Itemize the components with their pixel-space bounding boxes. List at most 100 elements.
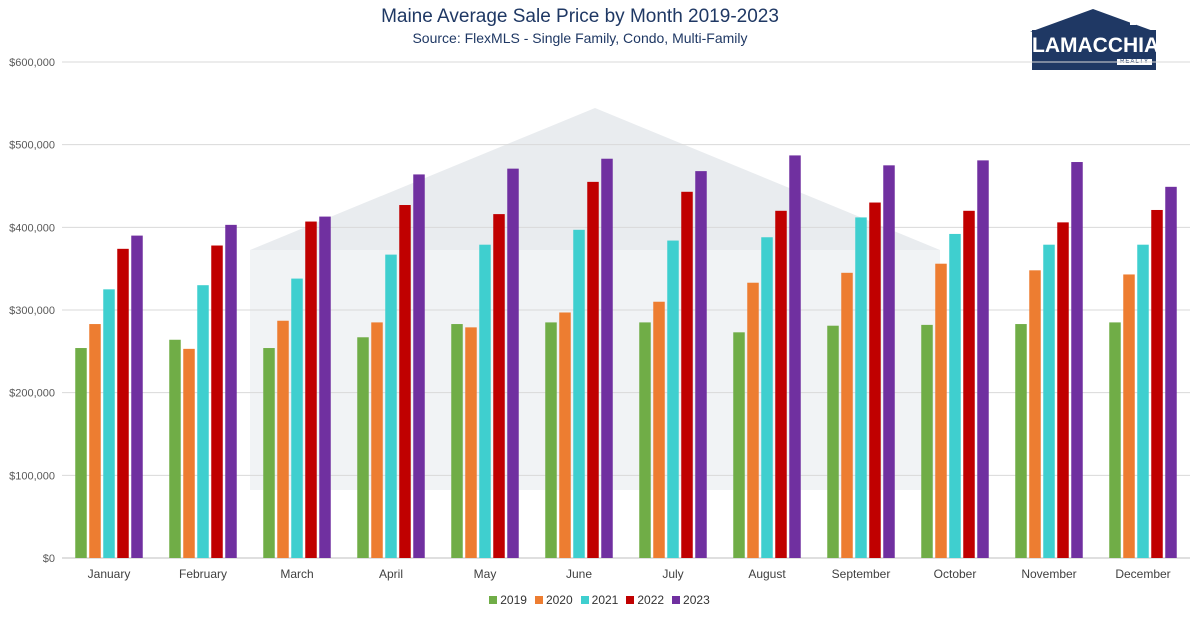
bar-2020-may: [465, 327, 477, 558]
bar-2022-october: [963, 210, 975, 559]
legend-swatch: [534, 595, 543, 604]
x-tick-label: January: [88, 567, 131, 581]
bar-2022-december: [1151, 209, 1163, 558]
bar-2019-august: [733, 332, 745, 558]
bar-2023-january: [131, 235, 143, 558]
chart-subtitle: Source: FlexMLS - Single Family, Condo, …: [412, 30, 748, 46]
bar-2023-february: [225, 224, 237, 558]
y-tick-label: $0: [43, 553, 55, 565]
bar-2019-february: [169, 339, 181, 558]
bar-2019-april: [357, 337, 369, 558]
bar-2021-march: [291, 278, 303, 558]
bar-2019-november: [1015, 324, 1027, 558]
bar-2020-march: [277, 320, 289, 558]
legend-item-2019: 2019: [489, 592, 527, 607]
bar-2021-october: [949, 233, 961, 559]
bar-2019-december: [1109, 322, 1121, 558]
bar-2020-august: [747, 282, 759, 558]
bar-2021-january: [103, 289, 115, 558]
bar-2020-january: [89, 324, 101, 558]
x-tick-label: September: [832, 567, 891, 581]
x-tick-label: June: [566, 567, 592, 581]
y-tick-label: $300,000: [9, 305, 55, 317]
bar-2022-november: [1057, 222, 1069, 558]
legend-item-2020: 2020: [534, 592, 573, 607]
x-tick-label: November: [1021, 567, 1076, 581]
legend-item-2022: 2022: [626, 592, 664, 607]
bar-2019-september: [827, 325, 839, 558]
bar-2023-july: [695, 171, 707, 558]
y-tick-label: $500,000: [9, 140, 55, 152]
x-tick-label: May: [474, 567, 497, 581]
bar-2022-may: [493, 214, 505, 558]
bar-2021-december: [1137, 244, 1149, 558]
bar-2022-march: [305, 221, 317, 558]
bar-2023-march: [319, 216, 331, 558]
x-tick-label: March: [280, 567, 313, 581]
y-tick-label: $600,000: [9, 57, 55, 69]
bar-2023-august: [789, 155, 801, 558]
bar-2019-july: [639, 322, 651, 558]
bar-2023-june: [601, 158, 613, 558]
bar-2023-october: [977, 160, 989, 558]
bar-2023-may: [507, 168, 519, 558]
chart-title: Maine Average Sale Price by Month 2019-2…: [381, 6, 779, 27]
bar-2020-june: [559, 312, 571, 558]
bar-2020-december: [1123, 274, 1135, 558]
bar-2023-december: [1165, 186, 1177, 558]
legend-label: 2023: [683, 592, 710, 607]
bar-2021-february: [197, 285, 209, 558]
legend-swatch: [672, 595, 681, 604]
y-tick-label: $200,000: [9, 388, 55, 400]
bar-2022-april: [399, 205, 411, 558]
bar-2021-november: [1043, 244, 1055, 558]
bar-2020-february: [183, 348, 195, 558]
logo-text: LAMACCHIA: [1032, 34, 1160, 57]
bar-2019-january: [75, 348, 87, 558]
bar-2022-july: [681, 191, 693, 558]
bar-2021-july: [667, 240, 679, 558]
legend-label: 2021: [591, 592, 619, 607]
bar-2019-june: [545, 322, 557, 558]
x-tick-label: April: [379, 567, 403, 581]
legend: 2019 2020 2021 2022 2023: [0, 592, 1199, 607]
bar-2020-april: [371, 322, 383, 558]
bar-2019-may: [451, 324, 463, 558]
bar-2020-october: [935, 263, 947, 558]
legend-swatch: [489, 595, 498, 604]
bar-2020-november: [1029, 270, 1041, 558]
legend-label: 2020: [545, 592, 573, 607]
bar-2021-may: [479, 244, 491, 558]
legend-item-2021: 2021: [580, 592, 619, 607]
legend-label: 2019: [500, 592, 527, 607]
bar-2020-september: [841, 272, 853, 558]
bar-2022-june: [587, 181, 599, 558]
bar-2021-june: [573, 229, 585, 558]
x-tick-label: December: [1115, 567, 1170, 581]
y-tick-label: $100,000: [9, 470, 55, 482]
bar-2023-september: [883, 165, 895, 559]
legend-swatch: [580, 595, 589, 604]
bar-2021-april: [385, 254, 397, 558]
bar-2022-september: [869, 202, 881, 559]
bar-2019-october: [921, 324, 933, 558]
x-tick-label: October: [934, 567, 977, 581]
legend-item-2023: 2023: [672, 592, 710, 607]
bar-2021-august: [761, 237, 773, 558]
legend-label: 2022: [637, 592, 665, 607]
x-tick-label: August: [748, 567, 786, 581]
x-tick-label: July: [662, 567, 683, 581]
y-tick-label: $400,000: [9, 222, 55, 234]
bar-2023-april: [413, 174, 425, 558]
bar-2023-november: [1071, 162, 1083, 558]
logo-roof-icon: [1030, 9, 1156, 32]
bar-2022-february: [211, 245, 223, 558]
bar-2022-january: [117, 248, 129, 558]
legend-swatch: [626, 595, 635, 604]
bar-2022-august: [775, 210, 787, 559]
bar-2021-september: [855, 217, 867, 558]
x-tick-label: February: [179, 567, 227, 581]
bar-2019-march: [263, 348, 275, 558]
